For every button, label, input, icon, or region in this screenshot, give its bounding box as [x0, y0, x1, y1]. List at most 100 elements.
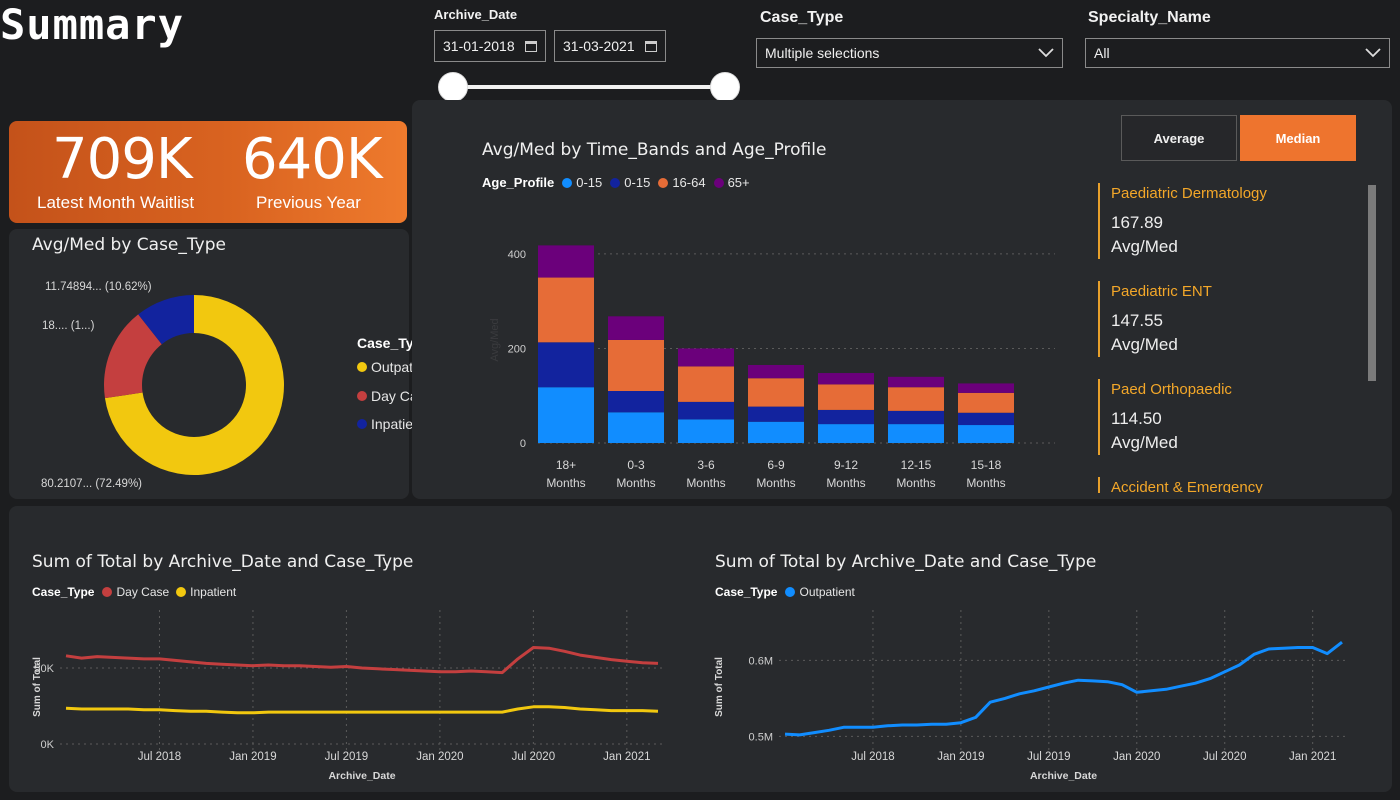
kpi-card: 709K Latest Month Waitlist 640K Previous… [9, 121, 407, 223]
x-tick-label: Jan 2020 [1113, 751, 1160, 763]
legend-dot [610, 177, 621, 188]
specialty-card[interactable]: Paediatric Dermatology 167.89 Avg/Med [1098, 183, 1356, 259]
bar-segment [888, 387, 944, 411]
date-range-end-handle[interactable] [710, 72, 740, 102]
stacked-bar-chart: 0 200 400 Avg/Med 18+ Months 0-3 Months 3-6 Month… [489, 245, 1055, 490]
legend-label[interactable]: 0-15 [624, 175, 651, 190]
specialty-card[interactable]: Paediatric ENT 147.55 Avg/Med [1098, 281, 1356, 357]
donut-slice [104, 295, 284, 475]
bar-segment [818, 409, 874, 425]
x-tick-label: Months [756, 476, 795, 490]
specialty-card[interactable]: Accident & Emergency [1098, 477, 1356, 493]
average-toggle-button[interactable]: Average [1121, 115, 1237, 161]
donut-chart: 80.2107... (72.49%) 18.... (1...) 11.74894… [41, 281, 284, 490]
specialty-name: Paediatric ENT [1111, 283, 1212, 300]
bar-segment [678, 401, 734, 420]
start-date-input[interactable]: 31-01-2018 [434, 30, 546, 62]
chevron-down-icon [1038, 48, 1054, 58]
end-date-value: 31-03-2021 [563, 38, 635, 54]
bar-segment [608, 412, 664, 443]
y-tick-label: 0K [41, 739, 55, 751]
bar-segment [818, 384, 874, 410]
x-tick-label: Jan 2019 [229, 751, 276, 763]
bar-segment [748, 378, 804, 407]
y-tick-label: 0 [520, 438, 526, 450]
bar-segment [888, 376, 944, 388]
end-date-input[interactable]: 31-03-2021 [554, 30, 666, 62]
median-toggle-button[interactable]: Median [1240, 115, 1356, 161]
specialty-dropdown[interactable]: All [1085, 38, 1390, 68]
donut-legend-title: Case_Type [357, 335, 430, 351]
line-chart-right: 0.5M 0.6M Jul 2018 Jan 2019 Jul 2019 Jan 2020… [714, 610, 1348, 782]
archive-date-label: Archive_Date [434, 7, 518, 22]
donut-slice [138, 295, 194, 345]
bar-segment [958, 392, 1014, 413]
specialty-card[interactable]: Paed Orthopaedic 114.50 Avg/Med [1098, 379, 1356, 455]
bar-segment [608, 339, 664, 391]
bar-chart-title: Avg/Med by Time_Bands and Age_Profile [482, 140, 827, 160]
specialty-card-list[interactable]: Paediatric Dermatology 167.89 Avg/Med Pa… [1098, 183, 1356, 493]
legend-dot [102, 587, 113, 597]
x-tick-label: Months [966, 476, 1005, 490]
legend-label[interactable]: Outpatient [799, 585, 855, 599]
y-tick-label: 200 [508, 343, 526, 355]
kpi-previous-value: 640K [242, 127, 383, 192]
y-tick-label: 0.5M [749, 731, 773, 743]
legend-label[interactable]: Inpatient [190, 585, 237, 599]
case-type-label: Case_Type [760, 9, 844, 26]
x-tick-label: Jan 2021 [1289, 751, 1336, 763]
line-chart-left: 0K 50K Jul 2018 Jan 2019 Jul 2019 Jan 2020 Jul… [32, 610, 664, 782]
series-line [65, 705, 659, 715]
date-range-track[interactable] [452, 85, 724, 89]
specialty-name: Paed Orthopaedic [1111, 381, 1232, 398]
calendar-icon[interactable] [525, 40, 537, 52]
page-title: Summary [0, 0, 185, 49]
y-axis-label: Sum of Total [32, 657, 43, 717]
specialty-sub: Avg/Med [1111, 237, 1178, 256]
legend-label[interactable]: Day Case [116, 585, 170, 599]
bar-segment [748, 421, 804, 443]
y-tick-label: 400 [508, 249, 526, 261]
bar-segment [608, 316, 664, 340]
x-tick-label: 3-6 [697, 458, 715, 472]
legend-title: Case_Type [32, 585, 95, 599]
x-axis-label: Archive_Date [328, 770, 395, 782]
x-tick-label: 18+ [556, 458, 576, 472]
x-tick-label: 0-3 [627, 458, 645, 472]
bar-segment [958, 412, 1014, 426]
bar-segment [958, 425, 1014, 443]
x-tick-label: 15-18 [971, 458, 1002, 472]
bar-segment [608, 391, 664, 413]
bar-segment [538, 342, 594, 388]
x-axis-label: Archive_Date [1030, 770, 1097, 782]
legend-label[interactable]: 16-64 [672, 175, 706, 190]
line-chart-left-title: Sum of Total by Archive_Date and Case_Ty… [32, 552, 414, 572]
y-tick-label: 50K [34, 663, 54, 675]
bar-segment [678, 348, 734, 367]
x-tick-label: Jul 2020 [1203, 751, 1246, 763]
x-tick-label: Jul 2019 [1027, 751, 1070, 763]
legend-item-inpatient[interactable]: Inpatient [357, 416, 425, 432]
case-type-value: Multiple selections [765, 45, 880, 61]
date-range-start-handle[interactable] [438, 72, 468, 102]
legend-dot [785, 587, 796, 597]
case-type-dropdown[interactable]: Multiple selections [756, 38, 1063, 68]
specialty-scrollbar[interactable] [1368, 185, 1376, 381]
specialty-value: 147.55 [1111, 311, 1163, 330]
bar-segment [888, 410, 944, 425]
kpi-latest-value: 709K [52, 127, 193, 192]
line-chart-right-title: Sum of Total by Archive_Date and Case_Ty… [715, 552, 1097, 572]
bar-segment [958, 383, 1014, 393]
specialty-name: Paediatric Dermatology [1111, 185, 1267, 202]
legend-label[interactable]: 0-15 [576, 175, 603, 190]
x-tick-label: Months [616, 476, 655, 490]
legend-dot [562, 177, 573, 188]
bar-segment [888, 424, 944, 443]
legend-label[interactable]: 65+ [727, 175, 750, 190]
specialty-value: 114.50 [1111, 409, 1162, 428]
specialty-value: 167.89 [1111, 213, 1163, 232]
x-tick-label: Jan 2019 [937, 751, 984, 763]
x-tick-label: Months [826, 476, 865, 490]
calendar-icon[interactable] [645, 40, 657, 52]
series-line [65, 646, 659, 675]
